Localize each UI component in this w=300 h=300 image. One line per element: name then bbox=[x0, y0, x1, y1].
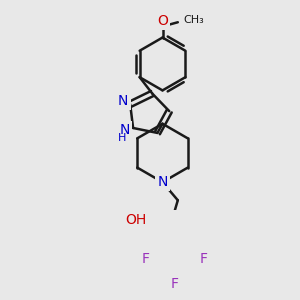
Text: O: O bbox=[157, 14, 168, 28]
Text: CH₃: CH₃ bbox=[183, 15, 204, 25]
Text: OH: OH bbox=[125, 213, 147, 227]
Text: F: F bbox=[200, 252, 208, 266]
Text: N: N bbox=[118, 94, 128, 108]
Text: N: N bbox=[120, 123, 130, 137]
Text: F: F bbox=[141, 252, 149, 266]
Text: N: N bbox=[157, 175, 168, 189]
Text: H: H bbox=[118, 133, 126, 143]
Text: F: F bbox=[170, 277, 178, 291]
